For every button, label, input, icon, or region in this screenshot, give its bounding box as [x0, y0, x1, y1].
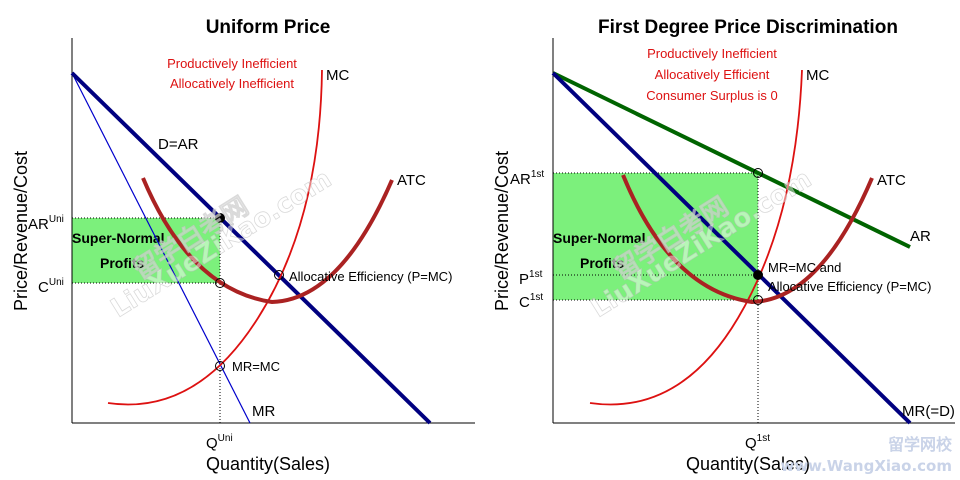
left-allocative-point: [274, 270, 284, 280]
right-annotation-3: Consumer Surplus is 0: [646, 88, 778, 103]
right-annotation-1: Productively Inefficient: [647, 46, 777, 61]
right-profit-label-1: Super-Normal: [553, 230, 646, 246]
right-y-axis-title: Price/Revenue/Cost: [492, 151, 512, 311]
right-atc-curve: [621, 174, 874, 305]
left-price-point: [215, 213, 225, 223]
left-y-axis-title: Price/Revenue/Cost: [11, 151, 31, 311]
right-price-point: [753, 270, 763, 280]
left-q-tick: QUni: [206, 433, 233, 452]
left-atc-label: ATC: [397, 172, 426, 189]
left-profit-label-2: Profits: [100, 255, 145, 271]
left-atc-curve: [141, 177, 394, 305]
right-c-tick: C1st: [519, 292, 543, 311]
right-mr-curve: [551, 71, 912, 425]
right-q-tick: Q1st: [745, 433, 770, 452]
right-ar-tick: AR1st: [510, 169, 544, 188]
watermark-site-url: www.WangXiao.com: [780, 457, 952, 475]
right-mrmc-label-2: Allocative Efficiency (P=MC): [768, 279, 931, 294]
right-ar-point: [753, 168, 763, 178]
right-title: First Degree Price Discrimination: [598, 17, 898, 38]
left-mc-label: MC: [326, 67, 349, 84]
left-profit-label-1: Super-Normal: [72, 230, 165, 246]
right-atc-label: ATC: [877, 172, 906, 189]
left-atc-point: [215, 278, 225, 288]
right-annotation-2: Allocatively Efficient: [655, 67, 770, 82]
right-x-axis-title: Quantity(Sales): [686, 454, 810, 474]
left-mr-label: MR: [252, 403, 275, 420]
left-profit-area: [72, 218, 220, 283]
left-annotation-1: Productively Inefficient: [167, 56, 297, 71]
right-profit-label-2: Profits: [580, 255, 625, 271]
watermark-site-cn: 留学网校: [888, 435, 953, 454]
left-ar-tick: ARUni: [28, 214, 64, 233]
left-c-tick: CUni: [38, 277, 64, 296]
right-panel: First Degree Price Discrimination Super-…: [492, 17, 955, 474]
watermarks: 留学白考网 LiuXueZiKao.com 留学白考网 LiuXueZiKao.…: [105, 164, 953, 475]
left-title: Uniform Price: [206, 17, 331, 38]
right-ar-curve: [552, 71, 911, 249]
left-demand-label: D=AR: [158, 136, 199, 153]
right-mr-label: MR(=D): [902, 403, 955, 420]
right-atc-point: [753, 295, 763, 305]
left-demand-curve: [70, 71, 432, 425]
right-mc-curve: [589, 69, 803, 406]
left-mrmc-point: [215, 361, 225, 371]
left-mrmc-label: MR=MC: [232, 359, 280, 374]
right-ar-label: AR: [910, 228, 931, 245]
right-p-tick: P1st: [519, 269, 543, 288]
left-allocative-label: Allocative Efficiency (P=MC): [289, 269, 452, 284]
right-mrmc-label-1: MR=MC and: [768, 260, 841, 275]
left-x-axis-title: Quantity(Sales): [206, 454, 330, 474]
left-annotation-2: Allocatively Inefficient: [170, 76, 294, 91]
right-mc-label: MC: [806, 67, 829, 84]
left-panel: Uniform Price Super-Normal Profits Produ…: [11, 17, 475, 474]
left-mc-curve: [107, 69, 323, 406]
